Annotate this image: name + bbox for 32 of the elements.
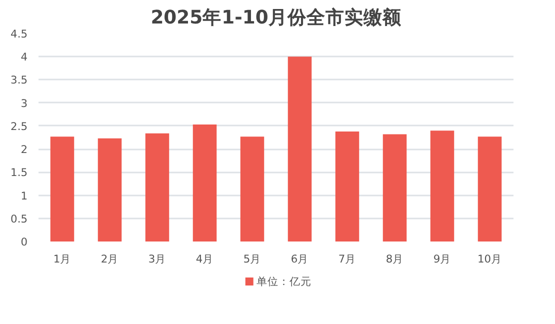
chart-title: 2025年1-10月份全市实缴额 xyxy=(150,6,402,28)
x-tick-label: 9月 xyxy=(433,252,452,266)
bar xyxy=(335,131,360,242)
y-tick-label: 3 xyxy=(20,96,28,110)
x-tick-label: 4月 xyxy=(196,252,214,266)
x-tick-label: 8月 xyxy=(386,252,404,266)
bar xyxy=(192,124,217,242)
bar xyxy=(430,130,454,242)
bar xyxy=(98,138,122,242)
x-tick-label: 3月 xyxy=(148,252,166,266)
bar xyxy=(240,136,264,242)
x-tick-label: 2月 xyxy=(100,252,119,266)
x-tick-label: 10月 xyxy=(477,252,502,266)
y-tick-label: 1 xyxy=(20,189,28,202)
x-tick-label: 5月 xyxy=(243,252,262,266)
x-tick-label: 1月 xyxy=(53,252,72,266)
y-tick-label: 3.5 xyxy=(10,74,28,87)
bar xyxy=(382,134,407,242)
legend-label: 单位：亿元 xyxy=(256,275,312,288)
bar xyxy=(288,56,312,242)
y-tick-label: 4.5 xyxy=(10,28,28,40)
bar xyxy=(50,136,74,242)
y-tick-label: 2 xyxy=(20,143,28,156)
bar xyxy=(145,133,170,242)
y-tick-label: 4 xyxy=(20,50,28,64)
y-tick-label: 1.5 xyxy=(10,166,28,180)
bar xyxy=(478,136,502,242)
x-tick-label: 6月 xyxy=(290,252,309,266)
y-tick-label: 0.5 xyxy=(10,212,28,226)
x-tick-label: 7月 xyxy=(338,252,356,266)
y-tick-label: 2.5 xyxy=(10,120,28,133)
y-tick-label: 0 xyxy=(20,236,28,248)
